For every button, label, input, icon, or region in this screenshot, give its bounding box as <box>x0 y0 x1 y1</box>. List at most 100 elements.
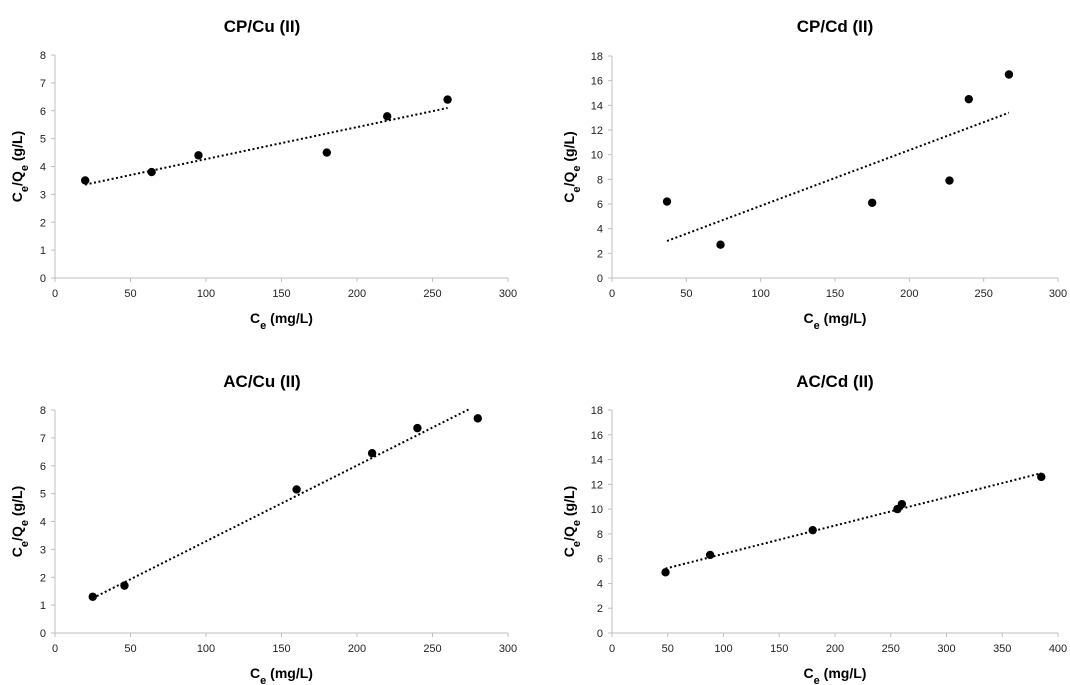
chart-cp-cu: CP/Cu (II) 0 1 2 3 4 5 6 7 8 0 50 100 150 200 250 300 Ce … <box>9 17 517 332</box>
x-axis-label: Ce (mg/L) <box>804 665 867 685</box>
chart-panel-ac-cu: AC/Cu (II) 0 1 2 3 4 5 6 7 8 0 50 100 150 200 250 300 Ce … <box>0 342 535 685</box>
y-tick-label: 6 <box>597 199 603 211</box>
chart-title: CP/Cu (II) <box>224 17 301 36</box>
y-tick-label: 4 <box>40 517 46 529</box>
x-tick-label: 0 <box>52 643 58 655</box>
data-point <box>705 550 715 560</box>
y-axis-label: Ce/Qe (g/L) <box>561 486 583 557</box>
x-tick-label: 0 <box>609 288 615 300</box>
x-tick-label: 50 <box>680 288 692 300</box>
y-tick-label: 7 <box>40 433 46 445</box>
trendline <box>666 111 1010 242</box>
y-tick-label: 10 <box>591 150 603 162</box>
y-tick-label: 0 <box>40 628 46 640</box>
y-tick-label: 0 <box>597 628 603 640</box>
x-tick-label: 250 <box>423 643 441 655</box>
data-point <box>443 95 452 104</box>
y-tick-label: 16 <box>591 430 603 442</box>
data-point <box>867 198 877 207</box>
data-point <box>194 151 203 160</box>
x-tick-label: 100 <box>751 288 769 300</box>
y-tick-label: 16 <box>591 76 603 88</box>
y-tick-label: 2 <box>597 248 603 260</box>
x-axis-label: Ce (mg/L) <box>250 665 313 685</box>
trendline <box>84 106 448 186</box>
chart-panel-cp-cd: CP/Cd (II) 0 2 4 6 8 10 12 14 16 18 0 50 100 150 200 250… <box>535 0 1070 342</box>
chart-title: AC/Cu (II) <box>223 372 300 391</box>
y-tick-label: 3 <box>40 544 46 556</box>
y-axis-label: Ce/Qe (g/L) <box>561 131 583 202</box>
data-point <box>120 581 129 590</box>
x-axis-label: Ce (mg/L) <box>804 310 867 332</box>
y-axis-label: Ce/Qe (g/L) <box>9 486 31 557</box>
x-tick-label: 400 <box>1049 643 1067 655</box>
chart-ac-cu: AC/Cu (II) 0 1 2 3 4 5 6 7 8 0 50 100 150 200 250 300 Ce … <box>9 372 517 685</box>
y-tick-label: 3 <box>40 189 46 201</box>
data-point <box>1004 70 1014 79</box>
y-tick-label: 14 <box>591 100 603 112</box>
x-tick-label: 50 <box>124 288 136 300</box>
x-tick-label: 50 <box>124 643 136 655</box>
y-tick-label: 12 <box>591 125 603 137</box>
y-tick-label: 8 <box>597 174 603 186</box>
chart-title: CP/Cd (II) <box>797 17 874 36</box>
data-point <box>662 197 672 206</box>
chart-cp-cd: CP/Cd (II) 0 2 4 6 8 10 12 14 16 18 0 50 100 150 200 250… <box>561 17 1067 332</box>
y-axis-label: Ce/Qe (g/L) <box>9 131 31 202</box>
data-point <box>945 176 954 185</box>
x-tick-label: 300 <box>499 643 517 655</box>
y-tick-label: 0 <box>40 273 46 285</box>
y-tick-label: 6 <box>597 554 603 566</box>
y-tick-label: 1 <box>40 245 46 257</box>
x-tick-label: 0 <box>52 288 58 300</box>
x-tick-label: 300 <box>937 643 955 655</box>
x-tick-label: 200 <box>826 643 844 655</box>
data-point <box>88 592 97 601</box>
x-tick-label: 100 <box>714 643 732 655</box>
y-tick-label: 6 <box>40 461 46 473</box>
y-tick-label: 18 <box>591 405 603 417</box>
y-tick-label: 8 <box>40 405 46 417</box>
data-point <box>147 167 156 177</box>
y-tick-label: 10 <box>591 504 603 516</box>
data-point <box>897 499 907 509</box>
x-axis-label: Ce (mg/L) <box>250 310 313 332</box>
x-tick-label: 50 <box>662 643 674 655</box>
x-tick-label: 100 <box>197 643 215 655</box>
x-tick-label: 150 <box>272 288 290 300</box>
y-tick-label: 5 <box>40 489 46 501</box>
x-tick-label: 300 <box>1049 288 1067 300</box>
data-point <box>81 176 90 185</box>
x-tick-label: 350 <box>993 643 1011 655</box>
x-tick-label: 250 <box>423 288 441 300</box>
data-point <box>367 449 377 458</box>
x-tick-label: 150 <box>770 643 788 655</box>
y-tick-label: 0 <box>597 273 603 285</box>
data-point <box>716 240 725 249</box>
x-tick-label: 0 <box>609 643 615 655</box>
chart-panel-cp-cu: CP/Cu (II) 0 1 2 3 4 5 6 7 8 0 50 100 150 200 250 300 Ce … <box>0 0 535 342</box>
data-point <box>413 423 422 433</box>
y-tick-label: 14 <box>591 455 603 467</box>
x-tick-label: 100 <box>197 288 215 300</box>
x-tick-label: 200 <box>348 643 366 655</box>
data-point <box>808 525 817 535</box>
y-tick-label: 5 <box>40 134 46 146</box>
y-tick-label: 18 <box>591 51 603 63</box>
x-tick-label: 150 <box>272 643 290 655</box>
x-tick-label: 250 <box>882 643 900 655</box>
data-point <box>292 485 301 494</box>
y-tick-label: 8 <box>40 50 46 62</box>
y-tick-label: 7 <box>40 78 46 90</box>
data-point <box>473 414 482 423</box>
data-point <box>322 148 331 157</box>
x-tick-label: 200 <box>348 288 366 300</box>
data-point <box>661 568 670 577</box>
y-tick-label: 2 <box>597 603 603 615</box>
y-tick-label: 12 <box>591 479 603 491</box>
y-tick-label: 4 <box>597 578 603 590</box>
y-tick-label: 8 <box>597 529 603 541</box>
chart-panel-ac-cd: AC/Cd (II) 0 2 4 6 8 10 12 14 16 18 0 50 100 150 200 250… <box>535 342 1070 685</box>
trendline <box>92 407 471 600</box>
trendline <box>665 472 1042 570</box>
